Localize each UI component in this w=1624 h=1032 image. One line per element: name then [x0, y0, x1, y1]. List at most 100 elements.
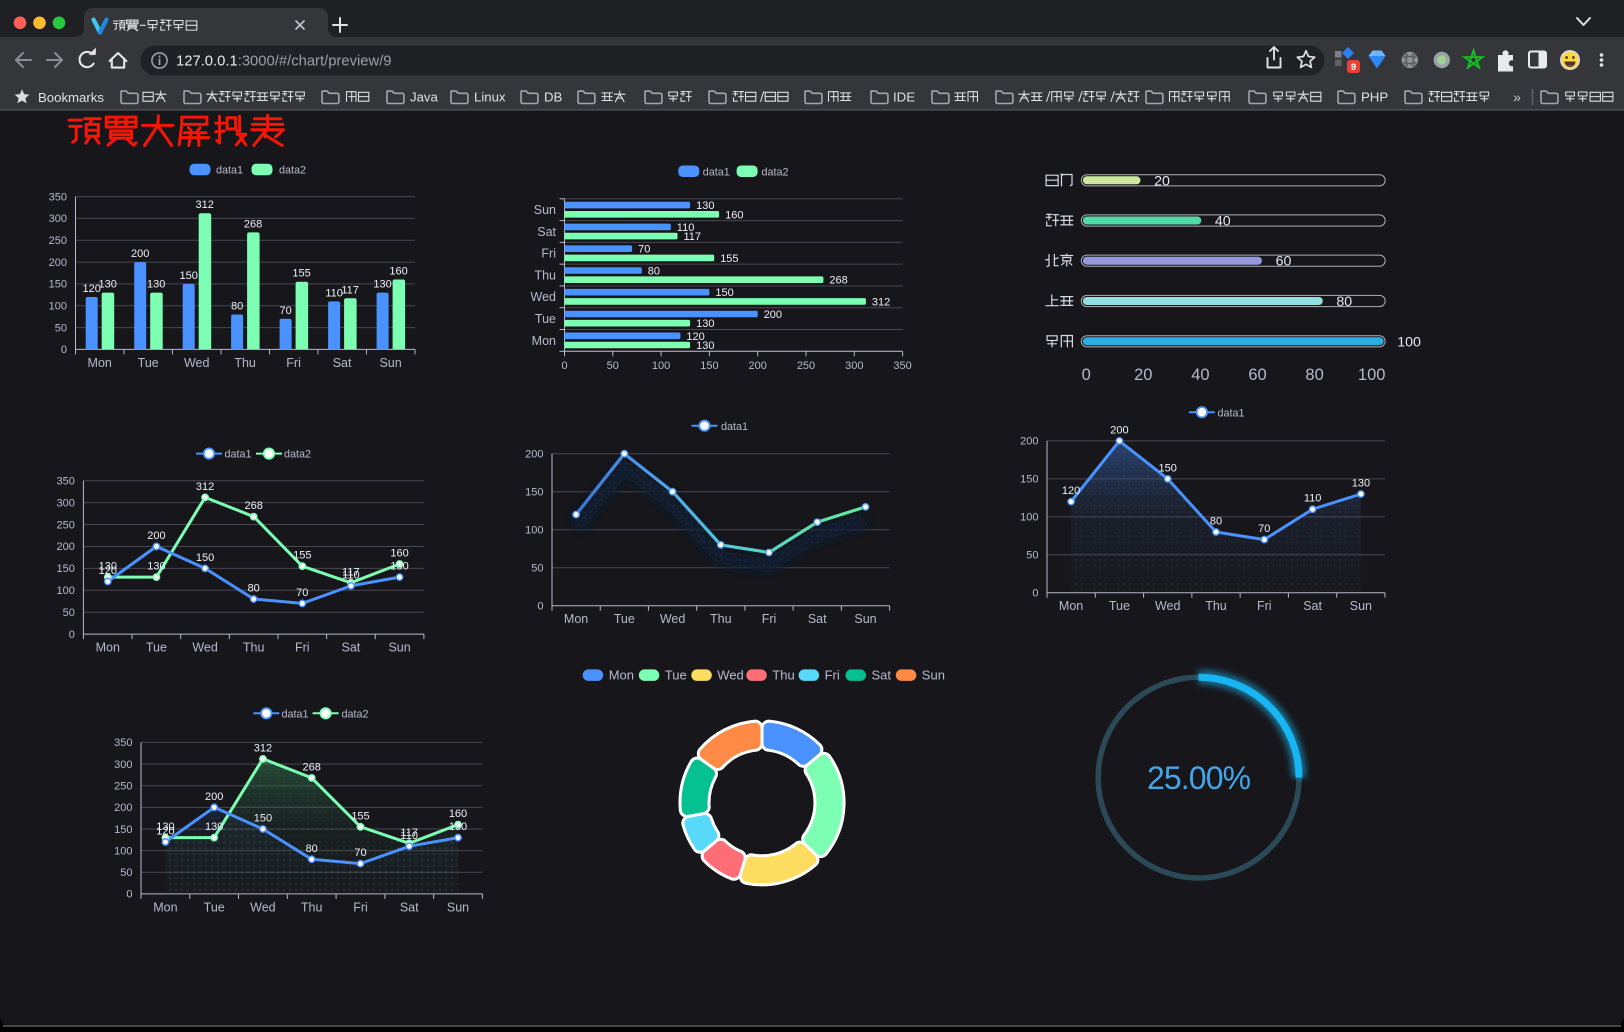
svg-text:250: 250 — [57, 519, 75, 531]
svg-text:50: 50 — [1026, 550, 1038, 562]
svg-text:130: 130 — [390, 561, 408, 573]
svg-text:80: 80 — [648, 265, 660, 277]
svg-text:Sun: Sun — [922, 668, 945, 683]
svg-text:Thu: Thu — [301, 900, 323, 914]
svg-text:117: 117 — [400, 827, 418, 839]
svg-text:155: 155 — [292, 268, 310, 280]
svg-text:Mon: Mon — [88, 356, 112, 370]
svg-text:250: 250 — [114, 781, 132, 793]
svg-text:120: 120 — [83, 283, 101, 295]
svg-text:Sun: Sun — [1350, 599, 1372, 613]
svg-text:80: 80 — [1336, 294, 1352, 310]
svg-text:117: 117 — [684, 231, 702, 243]
svg-text:Wed: Wed — [1155, 599, 1181, 613]
svg-text:Thu: Thu — [1205, 599, 1227, 613]
svg-text:Mon: Mon — [609, 668, 634, 683]
svg-text:100: 100 — [1397, 334, 1421, 350]
svg-text:150: 150 — [254, 813, 272, 825]
svg-text:300: 300 — [57, 497, 75, 509]
svg-text:50: 50 — [607, 360, 619, 372]
svg-text:160: 160 — [389, 266, 407, 278]
svg-text:Mon: Mon — [532, 334, 556, 348]
svg-text:0: 0 — [126, 889, 132, 901]
svg-text:130: 130 — [696, 318, 714, 330]
svg-text:Sun: Sun — [534, 203, 556, 217]
svg-text:250: 250 — [49, 235, 67, 247]
svg-text:Sun: Sun — [379, 356, 401, 370]
svg-text:150: 150 — [114, 824, 132, 836]
svg-text:100: 100 — [525, 525, 543, 537]
svg-text:Mon: Mon — [96, 641, 120, 655]
svg-text:130: 130 — [696, 200, 714, 212]
svg-text:200: 200 — [749, 360, 767, 372]
svg-text:Mon: Mon — [1059, 599, 1083, 613]
svg-text:Mon: Mon — [564, 612, 588, 626]
svg-text:100: 100 — [49, 301, 67, 313]
svg-text:Tue: Tue — [665, 668, 687, 683]
svg-text:Sat: Sat — [333, 356, 352, 370]
svg-text:100: 100 — [652, 360, 670, 372]
svg-text:data2: data2 — [279, 165, 306, 177]
svg-text:20: 20 — [1154, 173, 1170, 189]
svg-text:50: 50 — [120, 867, 132, 879]
svg-text:Sun: Sun — [447, 900, 469, 914]
svg-text:Fri: Fri — [762, 612, 777, 626]
svg-text:70: 70 — [279, 305, 291, 317]
svg-text:120: 120 — [1062, 485, 1080, 497]
svg-text:268: 268 — [829, 275, 847, 287]
svg-text:Thu: Thu — [534, 268, 556, 282]
svg-text:50: 50 — [531, 563, 543, 575]
svg-text:268: 268 — [303, 761, 321, 773]
svg-text:0: 0 — [1082, 366, 1091, 384]
svg-text:Sat: Sat — [342, 641, 361, 655]
svg-text:Thu: Thu — [243, 641, 265, 655]
svg-text:Fri: Fri — [286, 356, 301, 370]
svg-text:40: 40 — [1215, 214, 1231, 230]
svg-text:Java: Java — [410, 90, 439, 105]
svg-text:120: 120 — [686, 331, 704, 343]
svg-text:60: 60 — [1248, 366, 1266, 384]
svg-text:100: 100 — [1020, 512, 1038, 524]
svg-text:data2: data2 — [284, 449, 311, 461]
svg-text:70: 70 — [296, 587, 308, 599]
svg-text:130: 130 — [1352, 478, 1370, 490]
svg-text:130: 130 — [99, 279, 117, 291]
svg-text:200: 200 — [131, 248, 149, 260]
svg-text:0: 0 — [61, 344, 67, 356]
svg-text:data2: data2 — [342, 708, 369, 720]
svg-text:312: 312 — [196, 199, 214, 211]
svg-text:250: 250 — [797, 360, 815, 372]
svg-text:110: 110 — [325, 287, 343, 299]
svg-text:350: 350 — [57, 476, 75, 488]
svg-text:70: 70 — [354, 847, 366, 859]
svg-text:Thu: Thu — [234, 356, 256, 370]
svg-text:150: 150 — [1020, 474, 1038, 486]
svg-text:160: 160 — [390, 548, 408, 560]
svg-text:80: 80 — [248, 583, 260, 595]
svg-text:110: 110 — [1304, 493, 1322, 505]
svg-text:150: 150 — [525, 487, 543, 499]
svg-text:200: 200 — [1110, 424, 1128, 436]
svg-text:data1: data1 — [282, 708, 309, 720]
svg-text:150: 150 — [715, 287, 733, 299]
svg-text:268: 268 — [244, 218, 262, 230]
svg-text:150: 150 — [57, 563, 75, 575]
svg-text:200: 200 — [205, 791, 223, 803]
svg-text:Wed: Wed — [717, 668, 744, 683]
svg-text:200: 200 — [49, 257, 67, 269]
svg-text:150: 150 — [700, 360, 718, 372]
svg-text:80: 80 — [306, 843, 318, 855]
svg-text:»: » — [1513, 89, 1521, 105]
svg-text:200: 200 — [525, 449, 543, 461]
svg-text:300: 300 — [49, 213, 67, 225]
svg-text:Sun: Sun — [388, 641, 410, 655]
svg-text:130: 130 — [205, 821, 223, 833]
svg-text:Thu: Thu — [710, 612, 732, 626]
svg-text:155: 155 — [351, 810, 369, 822]
svg-text:Sat: Sat — [1303, 599, 1322, 613]
svg-text:70: 70 — [638, 244, 650, 256]
svg-text:300: 300 — [114, 759, 132, 771]
svg-text:25.00%: 25.00% — [1147, 760, 1251, 796]
svg-text:50: 50 — [63, 607, 75, 619]
svg-text:100: 100 — [1358, 366, 1386, 384]
